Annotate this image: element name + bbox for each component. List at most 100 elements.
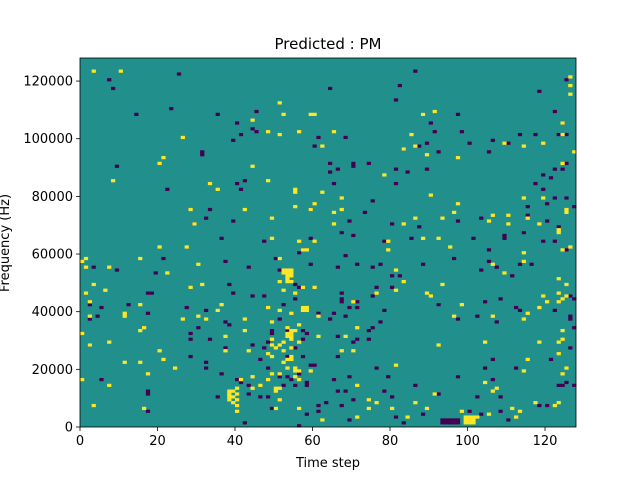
heatmap-cell-high	[502, 141, 507, 145]
heatmap-cell-low	[490, 377, 495, 382]
heatmap-cell-high	[242, 207, 247, 212]
heatmap-cell-low	[308, 262, 313, 266]
heatmap-cell-high	[91, 403, 96, 408]
heatmap-cell-high	[235, 398, 240, 402]
heatmap-cell-low	[246, 383, 251, 387]
heatmap-cell-low	[541, 187, 546, 191]
heatmap-cell-low	[246, 392, 251, 396]
heatmap-cell-low	[231, 219, 236, 223]
heatmap-cell-high	[552, 403, 557, 408]
heatmap-cell-low	[455, 317, 461, 321]
heatmap-cell-high	[297, 239, 302, 243]
heatmap-cell-high	[537, 305, 542, 310]
heatmap-cell-low	[246, 265, 251, 269]
heatmap-cell-low	[304, 412, 309, 416]
heatmap-cell-high	[556, 228, 561, 232]
heatmap-cell-low	[572, 205, 577, 209]
heatmap-cell-low	[390, 222, 395, 226]
heatmap-cell-high	[455, 202, 461, 206]
x-tick-label: 80	[382, 434, 399, 449]
heatmap-cell-low	[541, 173, 546, 177]
heatmap-cell-high	[103, 288, 108, 292]
heatmap-cell-high	[308, 207, 313, 212]
heatmap-cell-high	[122, 314, 127, 318]
heatmap-cell-high	[227, 395, 232, 399]
heatmap-cell-low	[556, 225, 561, 229]
heatmap-cell-high	[289, 337, 294, 341]
heatmap-cell-low	[455, 375, 461, 379]
heatmap-cell-low	[486, 150, 492, 154]
heatmap-cell-high	[227, 392, 232, 396]
heatmap-cell-high	[339, 349, 344, 353]
heatmap-cell-low	[300, 337, 306, 341]
heatmap-cell-low	[281, 303, 286, 307]
heatmap-cell-low	[250, 127, 255, 131]
heatmap-cell-high	[545, 300, 550, 304]
heatmap-cell-high	[556, 300, 561, 304]
heatmap-cell-low	[382, 239, 387, 243]
heatmap-cell-low	[304, 331, 309, 336]
heatmap-cell-high	[300, 308, 306, 313]
heatmap-cell-high	[273, 389, 278, 393]
heatmap-cell-low	[176, 72, 182, 76]
heatmap-cell-high	[463, 418, 468, 422]
heatmap-cell-high	[537, 222, 542, 226]
heatmap-cell-high	[285, 334, 290, 338]
heatmap-cell-high	[521, 196, 526, 200]
heatmap-cell-high	[556, 291, 561, 295]
heatmap-cell-high	[564, 282, 569, 287]
heatmap-cell-high	[227, 389, 232, 393]
heatmap-cell-high	[200, 282, 205, 287]
heatmap-cell-low	[556, 132, 561, 137]
y-axis: 0 20000 40000 60000 80000 100000 120000	[23, 75, 80, 436]
heatmap-cell-low	[494, 265, 499, 269]
heatmap-cell-low	[355, 337, 360, 341]
heatmap-cell-low	[316, 409, 321, 413]
heatmap-cell-low	[502, 236, 507, 240]
heatmap-cell-low	[339, 297, 344, 301]
heatmap-cell-high	[517, 409, 523, 413]
heatmap-cell-high	[281, 268, 286, 272]
heatmap-cell-low	[455, 112, 461, 116]
heatmap-cell-low	[479, 268, 484, 272]
heatmap-cell-low	[552, 167, 557, 171]
heatmap-cell-high	[525, 357, 530, 362]
heatmap-cell-high	[107, 340, 112, 344]
heatmap-cell-high	[188, 285, 193, 289]
heatmap-cell-high	[281, 271, 286, 275]
heatmap-cell-high	[145, 372, 151, 376]
heatmap-cell-low	[238, 187, 244, 191]
heatmap-cell-low	[436, 303, 441, 307]
heatmap-cell-low	[541, 239, 546, 243]
heatmap-cell-low	[339, 300, 344, 304]
heatmap-cell-high	[281, 360, 286, 364]
heatmap-cell-low	[424, 167, 430, 171]
heatmap-cell-high	[289, 271, 294, 275]
heatmap-cell-high	[223, 334, 228, 338]
heatmap-cell-low	[316, 311, 321, 315]
heatmap-cell-low	[390, 395, 395, 399]
heatmap-cell-low	[564, 132, 569, 137]
heatmap-cell-low	[393, 167, 399, 171]
heatmap-cell-low	[277, 317, 282, 321]
heatmap-cell-low	[393, 415, 399, 419]
heatmap-cell-high	[231, 395, 236, 399]
heatmap-cell-high	[289, 328, 294, 333]
heatmap-cell-high	[269, 343, 275, 347]
heatmap-cell-low	[502, 233, 507, 238]
heatmap-cell-high	[556, 352, 561, 356]
heatmap-cell-high	[277, 256, 282, 261]
heatmap-cell-low	[347, 305, 352, 310]
heatmap-cell-low	[145, 392, 151, 396]
heatmap-cell-low	[471, 236, 476, 240]
heatmap-cell-low	[339, 291, 344, 295]
heatmap-cell-low	[262, 294, 267, 298]
heatmap-cell-high	[568, 83, 573, 88]
heatmap-cell-low	[506, 141, 511, 145]
heatmap-cell-high	[308, 369, 313, 373]
heatmap-cell-high	[285, 268, 290, 272]
heatmap-cell-high	[293, 369, 298, 373]
heatmap-cell-low	[328, 317, 333, 321]
heatmap-cell-high	[300, 248, 306, 252]
heatmap-cell-low	[386, 375, 391, 379]
